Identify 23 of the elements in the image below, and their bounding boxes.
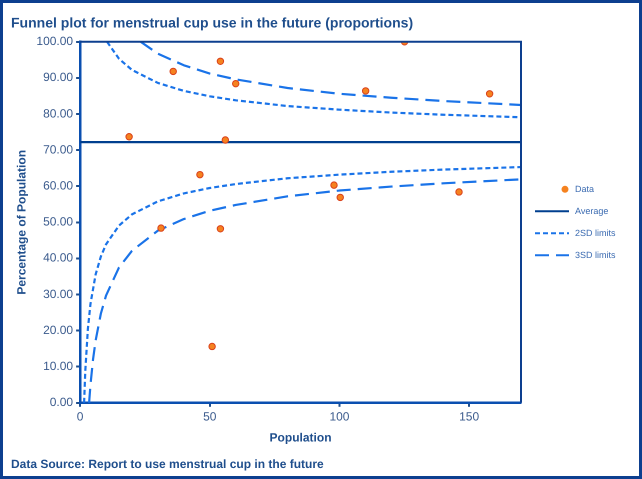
y-axis-title: Percentage of Population — [14, 150, 29, 295]
y-tick-label: 60.00 — [43, 178, 74, 193]
y-tick-label: 0.00 — [50, 395, 74, 410]
legend-label: Data — [575, 184, 594, 194]
y-tick-label: 100.00 — [36, 34, 74, 48]
legend-label: 2SD limits — [575, 228, 616, 238]
y-tick-label: 10.00 — [43, 359, 74, 374]
y-tick-label: 30.00 — [43, 286, 74, 301]
legend-label: 3SD limits — [575, 250, 616, 260]
source-note: Data Source: Report to use menstrual cup in the future — [11, 457, 324, 472]
x-tick-label: 150 — [459, 409, 480, 424]
x-axis-title: Population — [270, 430, 332, 445]
x-tick-label: 100 — [329, 409, 350, 424]
y-tick-label: 80.00 — [43, 106, 74, 120]
x-tick-label: 0 — [76, 409, 84, 424]
y-tick-label: 40.00 — [43, 250, 74, 265]
y-tick-label: 70.00 — [43, 142, 74, 156]
y-tick-label: 20.00 — [43, 322, 74, 337]
y-tick-label: 90.00 — [43, 70, 74, 84]
y-tick-label: 50.00 — [43, 214, 74, 229]
legend-label: Average — [575, 206, 608, 216]
chart-title: Funnel plot for menstrual cup use in the future (proportions) — [11, 14, 414, 30]
x-tick-label: 50 — [203, 409, 217, 424]
